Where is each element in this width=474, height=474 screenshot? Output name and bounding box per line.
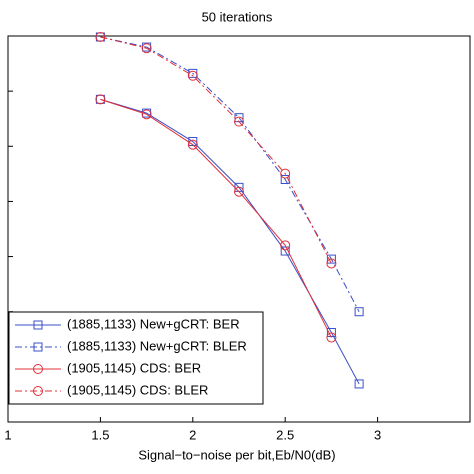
marker-circle	[187, 139, 198, 150]
legend-label: (1885,1133) New+gCRT: BLER	[67, 338, 247, 353]
x-tick-label: 1.5	[91, 427, 109, 442]
x-tick-label: 3	[374, 427, 381, 442]
marker-circle	[187, 70, 198, 81]
marker-circle	[280, 240, 291, 251]
legend-marker	[33, 386, 43, 396]
legend-label: (1885,1133) New+gCRT: BER	[67, 316, 240, 331]
legend-label: (1905,1145) CDS: BLER	[67, 382, 208, 397]
marker-circle	[95, 94, 106, 105]
x-tick-label: 1	[4, 427, 11, 442]
series-line	[100, 36, 332, 264]
marker-circle	[234, 116, 244, 127]
plot-frame	[7, 35, 471, 423]
x-tick-label: 2	[189, 427, 196, 442]
marker-square	[354, 307, 364, 317]
x-tick-label: 2.5	[276, 427, 294, 442]
marker-circle	[280, 168, 291, 179]
marker-circle	[326, 332, 337, 343]
series-line	[100, 36, 360, 312]
marker-circle	[326, 258, 337, 269]
marker-circle	[141, 43, 152, 54]
series-line	[100, 98, 332, 338]
marker-circle	[234, 186, 244, 197]
marker-circle	[95, 31, 106, 42]
legend-marker	[33, 364, 43, 374]
marker-square	[280, 246, 290, 256]
marker-circle	[141, 109, 152, 120]
legend-label: (1905,1145) CDS: BER	[67, 360, 201, 375]
legend-marker	[33, 320, 43, 330]
legend-box	[8, 311, 264, 405]
legend-marker	[33, 342, 43, 352]
chart-title: 50 iterations	[202, 9, 273, 24]
marker-square	[354, 379, 364, 389]
x-axis-label: Signal−to−noise per bit,Eb/N0(dB)	[138, 447, 335, 462]
marker-square	[280, 174, 290, 184]
